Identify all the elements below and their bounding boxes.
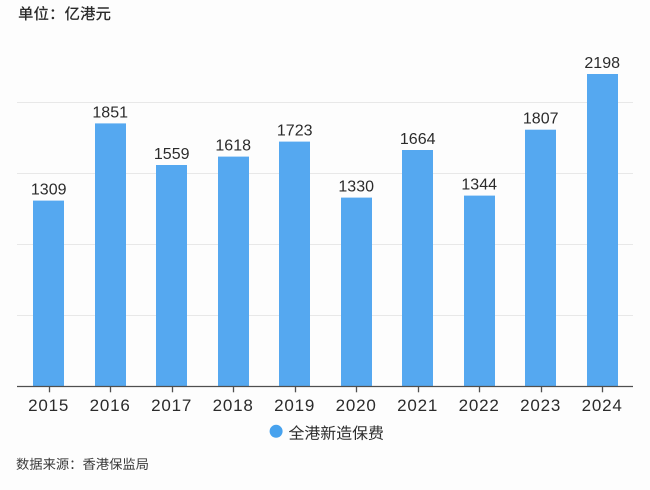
svg-text:1344: 1344: [461, 177, 497, 194]
svg-text:2022: 2022: [459, 396, 500, 415]
svg-text:2015: 2015: [28, 396, 69, 415]
svg-text:2017: 2017: [151, 396, 192, 415]
svg-text:1664: 1664: [400, 131, 436, 148]
svg-text:2024: 2024: [582, 396, 623, 415]
svg-text:2198: 2198: [584, 55, 620, 72]
svg-text:2016: 2016: [90, 396, 131, 415]
svg-text:1309: 1309: [31, 182, 67, 199]
svg-text:1807: 1807: [523, 111, 559, 128]
svg-text:1330: 1330: [338, 179, 374, 196]
svg-text:1559: 1559: [154, 146, 190, 163]
svg-text:1851: 1851: [92, 104, 128, 121]
svg-text:2020: 2020: [336, 396, 377, 415]
svg-text:2019: 2019: [274, 396, 315, 415]
svg-text:2018: 2018: [213, 396, 254, 415]
svg-text:1618: 1618: [215, 138, 251, 155]
svg-text:2021: 2021: [397, 396, 438, 415]
svg-text:1723: 1723: [277, 123, 313, 140]
svg-text:2023: 2023: [520, 396, 561, 415]
